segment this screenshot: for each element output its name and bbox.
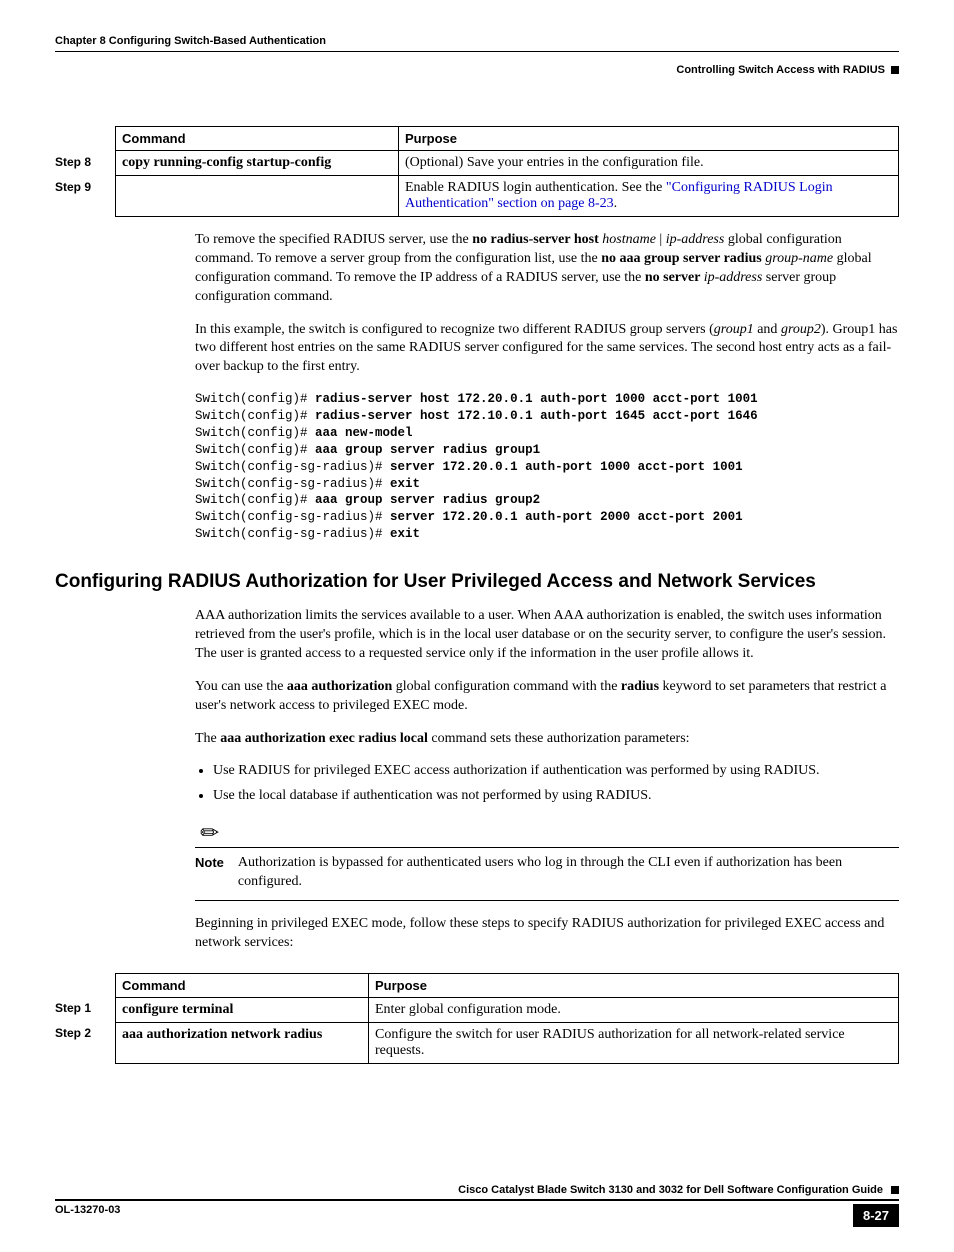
page-header: Chapter 8 Configuring Switch-Based Authe…: [55, 35, 899, 47]
steps-table-1: Command Purpose Step 8 copy running-conf…: [55, 126, 899, 217]
footer-square-icon: [891, 1186, 899, 1194]
step-label: Step 1: [55, 997, 116, 1022]
note-block: ✎ Note Authorization is bypassed for aut…: [195, 820, 899, 901]
note-label: Note: [195, 854, 224, 892]
purpose-text: Enable RADIUS login authentication. See …: [405, 180, 666, 195]
section-heading: Configuring RADIUS Authorization for Use…: [55, 571, 899, 593]
step-label: Step 9: [55, 176, 116, 217]
purpose-cell: (Optional) Save your entries in the conf…: [399, 151, 899, 176]
command-cell: [116, 176, 399, 217]
step-label: Step 8: [55, 151, 116, 176]
command-cell: aaa authorization network radius: [116, 1022, 369, 1063]
paragraph: To remove the specified RADIUS server, u…: [195, 231, 899, 307]
section-label: Controlling Switch Access with RADIUS: [676, 64, 885, 76]
note-text: Authorization is bypassed for authentica…: [238, 854, 899, 892]
list-item: Use RADIUS for privileged EXEC access au…: [213, 762, 899, 781]
bullet-list: Use RADIUS for privileged EXEC access au…: [213, 762, 899, 806]
note-rule-bottom: [195, 900, 899, 901]
pencil-icon: ✎: [195, 818, 226, 849]
body-content: To remove the specified RADIUS server, u…: [195, 231, 899, 543]
list-item: Use the local database if authentication…: [213, 787, 899, 806]
paragraph: You can use the aaa authorization global…: [195, 678, 899, 716]
table-row: Step 8 copy running-config startup-confi…: [55, 151, 899, 176]
paragraph: Beginning in privileged EXEC mode, follo…: [195, 915, 899, 953]
doc-id: OL-13270-03: [55, 1204, 120, 1216]
table2-command-header: Command: [116, 973, 369, 997]
purpose-cell: Enter global configuration mode.: [369, 997, 899, 1022]
paragraph: In this example, the switch is configure…: [195, 321, 899, 378]
footer-rule: [55, 1199, 899, 1201]
page-footer: Cisco Catalyst Blade Switch 3130 and 303…: [55, 1184, 899, 1227]
table1-command-header: Command: [116, 127, 399, 151]
table1-purpose-header: Purpose: [399, 127, 899, 151]
section-square-icon: [891, 66, 899, 74]
paragraph: The aaa authorization exec radius local …: [195, 730, 899, 749]
purpose-cell: Enable RADIUS login authentication. See …: [399, 176, 899, 217]
page-number: 8-27: [853, 1204, 899, 1227]
section-label-row: Controlling Switch Access with RADIUS: [55, 64, 899, 76]
table-row: Step 1 configure terminal Enter global c…: [55, 997, 899, 1022]
header-rule: [55, 51, 899, 52]
command-cell: configure terminal: [116, 997, 369, 1022]
command-cell: copy running-config startup-config: [116, 151, 399, 176]
purpose-text: .: [614, 196, 618, 211]
steps-table-2: Command Purpose Step 1 configure termina…: [55, 973, 899, 1064]
doc-title: Cisco Catalyst Blade Switch 3130 and 303…: [458, 1184, 883, 1196]
cli-example: Switch(config)# radius-server host 172.2…: [195, 391, 899, 543]
body-content-3: Beginning in privileged EXEC mode, follo…: [195, 915, 899, 953]
step-label: Step 2: [55, 1022, 116, 1063]
table2-purpose-header: Purpose: [369, 973, 899, 997]
table1-step-header: [55, 127, 116, 151]
body-content-2: AAA authorization limits the services av…: [195, 607, 899, 806]
chapter-label: Chapter 8 Configuring Switch-Based Authe…: [55, 35, 326, 47]
table2-step-header: [55, 973, 116, 997]
table-row: Step 2 aaa authorization network radius …: [55, 1022, 899, 1063]
paragraph: AAA authorization limits the services av…: [195, 607, 899, 664]
purpose-cell: Configure the switch for user RADIUS aut…: [369, 1022, 899, 1063]
table-row: Step 9 Enable RADIUS login authenticatio…: [55, 176, 899, 217]
